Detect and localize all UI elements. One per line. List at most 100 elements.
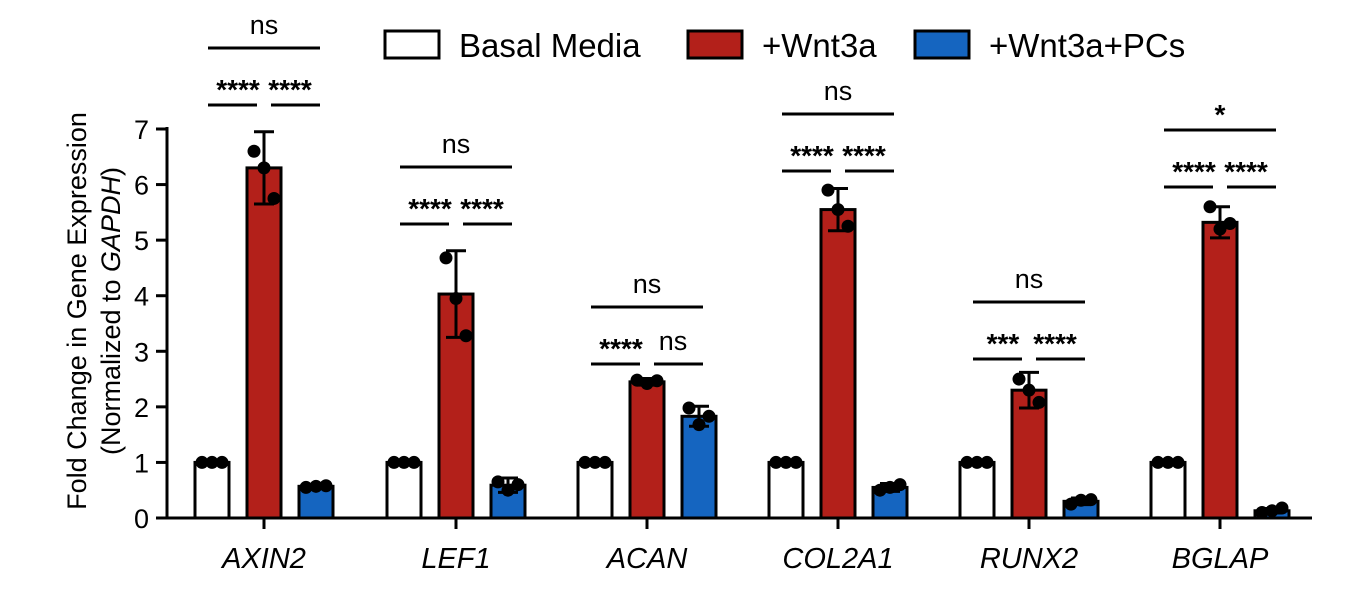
- x-category-label: COL2A1: [782, 543, 893, 575]
- bar: [819, 208, 857, 520]
- data-point: [779, 455, 793, 469]
- sig-label-left: ****: [216, 74, 260, 105]
- sig-label-outer: ns: [633, 269, 662, 299]
- legend-swatch: [383, 29, 441, 60]
- sig-label-left: ***: [987, 328, 1020, 359]
- bar: [193, 460, 231, 520]
- sig-label-right: ****: [842, 140, 886, 171]
- data-point: [1074, 493, 1088, 507]
- data-point: [439, 251, 453, 265]
- data-point: [1265, 504, 1279, 518]
- data-point: [1213, 222, 1227, 236]
- data-point: [980, 455, 994, 469]
- data-point: [1084, 493, 1098, 507]
- y-tick-label: 5: [134, 226, 149, 256]
- y-tick-label: 2: [134, 393, 149, 423]
- y-tick-label: 7: [134, 115, 149, 145]
- data-point: [319, 479, 333, 493]
- sig-label-right: ns: [659, 326, 688, 356]
- data-point: [650, 374, 664, 388]
- data-point: [588, 455, 602, 469]
- data-point: [1022, 383, 1036, 397]
- sig-label-left: ****: [599, 333, 643, 364]
- data-point: [267, 191, 281, 205]
- data-point: [960, 455, 974, 469]
- sig-label-left: ****: [1172, 156, 1216, 187]
- y-axis-label-line2-italic: GAPDH: [96, 175, 126, 272]
- data-point: [789, 455, 803, 469]
- y-tick-label: 1: [134, 448, 149, 478]
- data-point: [769, 455, 783, 469]
- data-point: [831, 203, 845, 217]
- y-tick-label: 4: [134, 282, 149, 312]
- bar: [958, 460, 996, 520]
- bar: [1149, 460, 1187, 520]
- x-category-label: ACAN: [605, 543, 688, 575]
- sig-label-outer: ns: [1015, 264, 1044, 294]
- sig-label-right: ****: [1033, 328, 1077, 359]
- sig-label-outer: *: [1215, 99, 1226, 130]
- sig-label-right: ****: [268, 74, 312, 105]
- y-tick-label: 6: [134, 171, 149, 201]
- bar: [680, 414, 718, 520]
- data-point: [841, 219, 855, 233]
- x-category-label: AXIN2: [220, 543, 306, 575]
- y-axis-label-line2-pre: (Normalized to: [96, 272, 126, 455]
- data-point: [491, 475, 505, 489]
- data-point: [883, 480, 897, 494]
- bars: [193, 130, 1291, 520]
- legend: Basal Media +Wnt3a +Wnt3a+PCs: [383, 27, 1185, 64]
- data-point: [397, 455, 411, 469]
- x-category-label: RUNX2: [980, 543, 1078, 575]
- data-point: [1171, 455, 1185, 469]
- data-point: [692, 418, 706, 432]
- bar: [1201, 220, 1239, 520]
- data-point: [1223, 216, 1237, 230]
- data-point: [247, 144, 261, 158]
- y-tick-label: 3: [134, 337, 149, 367]
- data-point: [459, 329, 473, 343]
- data-point: [1151, 455, 1165, 469]
- data-point: [682, 401, 696, 415]
- data-point: [257, 161, 271, 175]
- data-point: [1255, 505, 1269, 519]
- data-point: [407, 455, 421, 469]
- legend-label: +Wnt3a: [762, 27, 877, 64]
- bar: [245, 166, 283, 520]
- data-point: [1161, 455, 1175, 469]
- data-point: [1032, 395, 1046, 409]
- data-point: [299, 480, 313, 494]
- data-point: [598, 455, 612, 469]
- data-point: [387, 455, 401, 469]
- data-point: [205, 455, 219, 469]
- legend-label: Basal Media: [459, 27, 641, 64]
- data-point: [1275, 501, 1289, 515]
- sig-label-right: ****: [460, 193, 504, 224]
- sig-label-outer: ns: [442, 129, 471, 159]
- sig-label-right: ****: [1224, 156, 1268, 187]
- data-point: [215, 455, 229, 469]
- data-point: [640, 377, 654, 391]
- data-point: [511, 478, 525, 492]
- y-axis-label-line1: Fold Change in Gene Expression: [62, 112, 92, 510]
- data-point: [970, 455, 984, 469]
- bar: [628, 380, 666, 520]
- data-point: [1012, 372, 1026, 386]
- x-category-label: LEF1: [421, 543, 490, 575]
- y-tick-label: 0: [134, 504, 149, 534]
- data-point: [893, 478, 907, 492]
- legend-swatch: [686, 29, 744, 60]
- data-point: [578, 455, 592, 469]
- axes: 0 1 2 3 4 5 6 7 AXIN2 LEF1 ACAN COL2A1 RUNX2 BGLAP: [134, 115, 1312, 575]
- x-category-label: BGLAP: [1172, 543, 1269, 575]
- sig-label-outer: ns: [824, 76, 853, 106]
- data-point: [501, 483, 515, 497]
- legend-label: +Wnt3a+PCs: [989, 27, 1185, 64]
- data-point: [702, 409, 716, 423]
- data-point: [195, 455, 209, 469]
- sig-label-left: ****: [790, 140, 834, 171]
- data-point: [309, 479, 323, 493]
- bar: [576, 460, 614, 520]
